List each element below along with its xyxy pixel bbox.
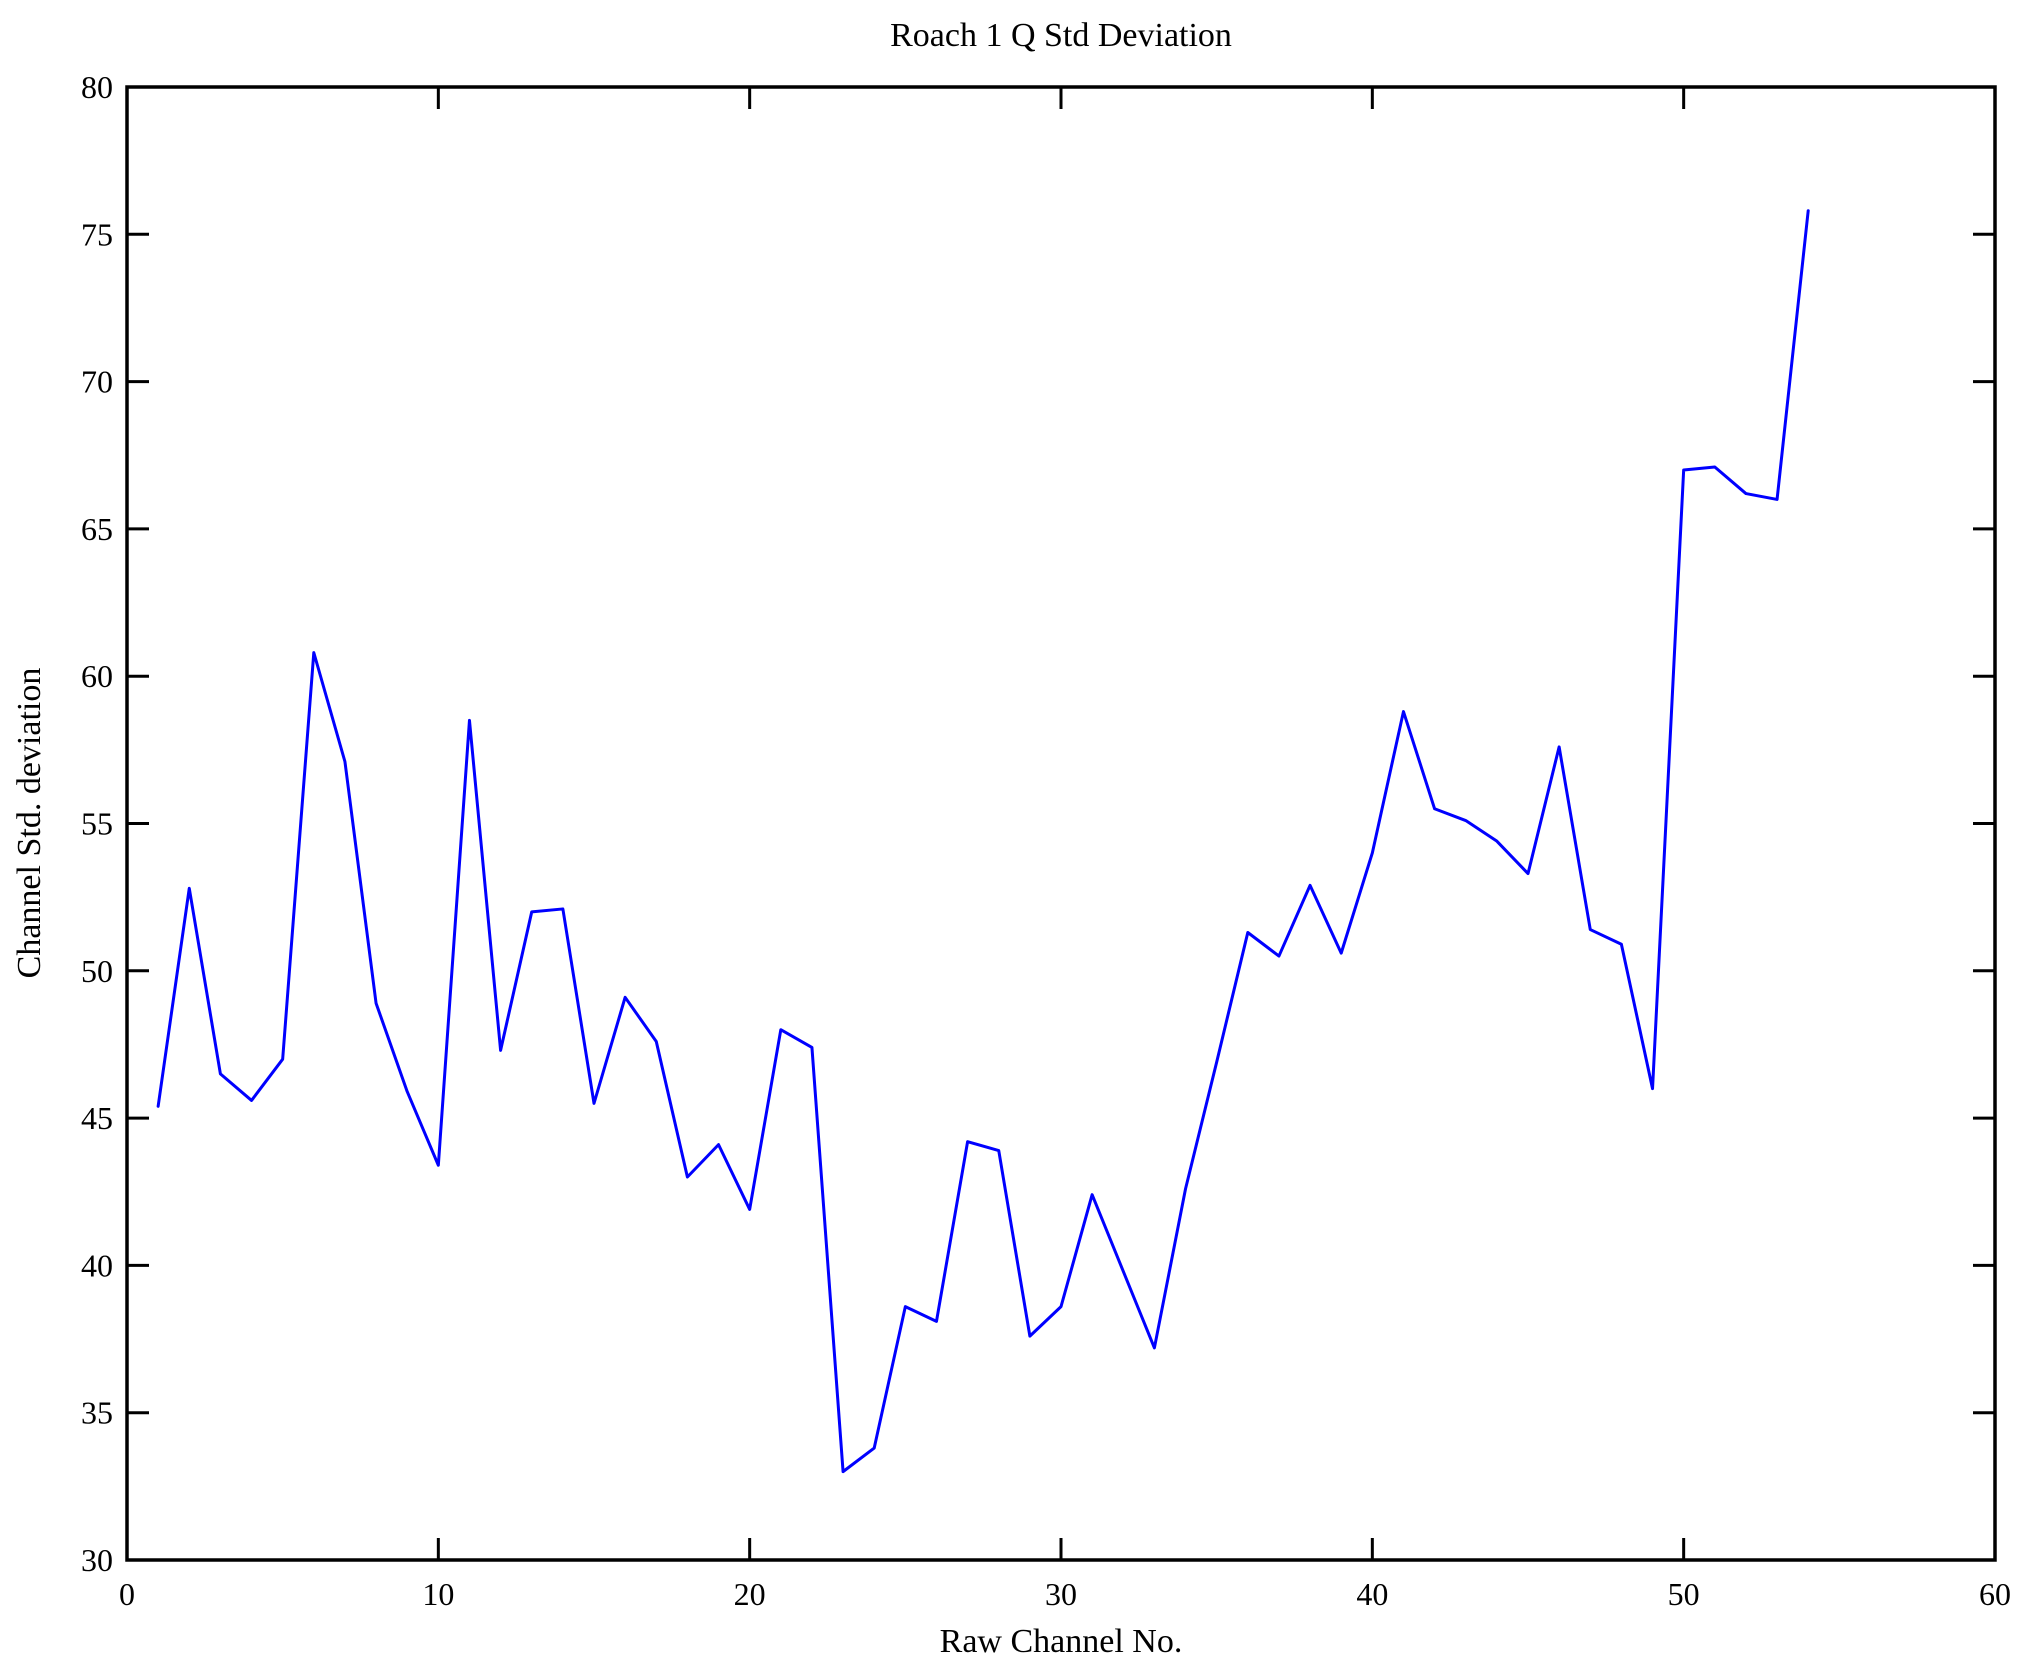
y-tick-label: 60 (81, 658, 113, 694)
x-tick-label: 60 (1979, 1576, 2011, 1612)
plot-frame (125, 85, 1997, 1562)
y-tick-label: 80 (81, 69, 113, 105)
axis-ticks (125, 85, 1997, 1562)
y-tick-label: 75 (81, 216, 113, 252)
data-series (156, 209, 1810, 1474)
y-tick-label: 40 (81, 1247, 113, 1283)
y-tick-label: 65 (81, 511, 113, 547)
x-axis-label: Raw Channel No. (940, 1623, 1183, 1660)
y-tick-label: 50 (81, 953, 113, 989)
axis-frame (125, 85, 1997, 1562)
x-tick-label: 0 (119, 1576, 135, 1612)
axis-tick-labels: 0 10 20 30 40 50 60 30 35 40 45 50 55 60 65 70 75 80 (81, 69, 2011, 1612)
y-tick-label: 55 (81, 806, 113, 842)
chart-title: Roach 1 Q Std Deviation (890, 17, 1232, 54)
y-axis-label: Channel Std. deviation (11, 668, 48, 979)
y-tick-label: 70 (81, 364, 113, 400)
data-line (156, 209, 1810, 1474)
y-tick-label: 35 (81, 1395, 113, 1431)
x-tick-label: 40 (1356, 1576, 1388, 1612)
x-tick-label: 50 (1668, 1576, 1700, 1612)
x-tick-label: 20 (734, 1576, 766, 1612)
y-tick-label: 45 (81, 1100, 113, 1136)
x-tick-label: 10 (422, 1576, 454, 1612)
x-tick-label: 30 (1045, 1576, 1077, 1612)
y-tick-label: 30 (81, 1542, 113, 1578)
